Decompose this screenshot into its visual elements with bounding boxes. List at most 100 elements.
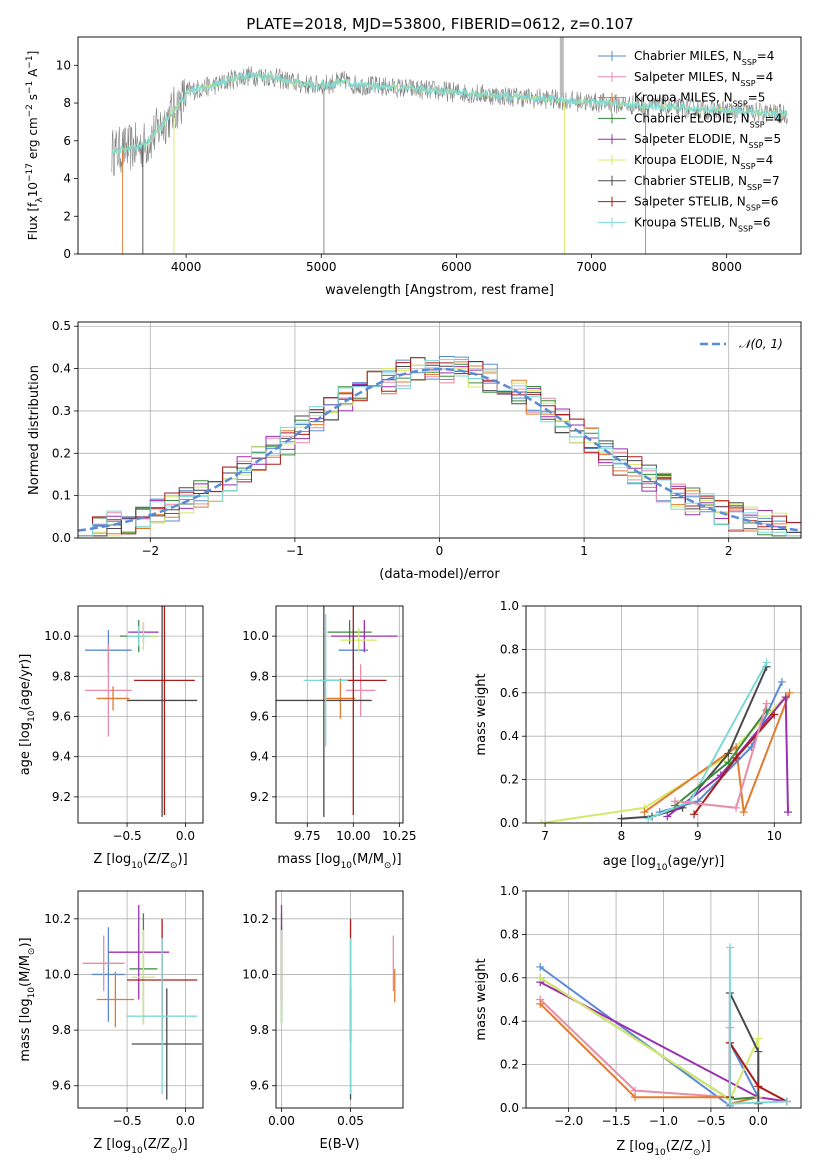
y-tick-label: 10.0	[44, 967, 71, 981]
y-tick-label: 9.6	[250, 1079, 269, 1093]
legend-text-end: =6	[761, 195, 779, 209]
x-tick-label: 5000	[306, 260, 337, 274]
series-marker-kroupa_stelib	[762, 658, 771, 667]
label-part-ylabel_sup1: −17	[25, 163, 35, 182]
histogram-step-chabrier_stelib	[78, 357, 801, 538]
series-marker-salpeter_stelib	[732, 753, 741, 762]
legend-sub: SSP	[742, 58, 757, 67]
y-tick-label: 9.6	[250, 710, 269, 724]
spectrum-panel: 4000 5000 6000 7000 8000 0 2 4 6 8 10 wavelength [A…	[25, 36, 802, 298]
series-marker-salpeter_elodie	[781, 693, 790, 702]
label-part-xlabel_sub2: ⊙	[693, 1148, 701, 1158]
label-part-ylabel_unit2: s	[26, 94, 40, 104]
y-tick-label: 0.3	[52, 404, 71, 418]
label-part-ylabel_sup4: −1	[25, 55, 35, 68]
y-tick-label: 0.2	[500, 773, 519, 787]
series-line-kroupa_miles	[643, 692, 791, 813]
axes-frame	[525, 605, 802, 824]
y-tick-label: 10.0	[242, 967, 269, 981]
x-tick-label: −1	[286, 544, 304, 558]
x-axis-label: Z [log10(Z/Z⊙)]	[93, 1137, 187, 1156]
label-part-xlabel_sub2: ⊙	[170, 861, 178, 871]
label-part-ylabel_sub: 10	[27, 987, 37, 999]
y-tick-label: 1.0	[500, 599, 519, 613]
label-part-xlabel_end: )]	[701, 1139, 711, 1154]
legend-text: Salpeter ELODIE, N	[634, 132, 748, 146]
label-part-xlabel_mid: (Z/Z	[143, 1137, 170, 1152]
plot-area	[82, 904, 202, 1100]
x-tick-label: 8000	[711, 260, 742, 274]
label-part-xlabel: Z [log	[93, 852, 131, 867]
x-tick-label: 7000	[576, 260, 607, 274]
legend-text: Chabrier MILES, N	[634, 49, 742, 63]
series-marker-salpeter_stelib	[754, 1082, 763, 1091]
y-tick-label: 1.0	[500, 884, 519, 898]
series-marker-salpeter_elodie	[663, 812, 672, 821]
x-tick-label: 9	[694, 829, 702, 843]
x-axis-label: wavelength [Angstrom, rest frame]	[325, 283, 554, 298]
residual-histogram-panel: −2 −1 0 1 2 0.0 0.1 0.2 0.3 0.4 0.5 𝒩(0, 1) (data-mo…	[27, 319, 802, 582]
legend-text: Kroupa STELIB, N	[634, 215, 738, 229]
legend-text: Chabrier STELIB, N	[634, 174, 747, 188]
label-part-xlabel_sub: 10	[341, 861, 353, 871]
y-tick-label: 0.4	[500, 1014, 519, 1028]
legend-entry: Kroupa ELODIE, NSSP=4	[634, 153, 773, 171]
x-axis-label: Z [log10(Z/Z⊙)]	[93, 852, 187, 871]
series-marker-kroupa_miles	[739, 808, 748, 817]
plot-area	[536, 943, 791, 1108]
y-tick-label: 0.6	[500, 686, 519, 700]
label-part-xlabel_sub2: ⊙	[170, 1146, 178, 1156]
label-part-xlabel_mid: (M/M	[352, 852, 384, 867]
x-tick-label: 10.25	[382, 829, 416, 843]
x-tick-label: 9.75	[294, 829, 321, 843]
label-part-ylabel_sub: λ	[35, 197, 45, 203]
legend-text-end: =4	[756, 70, 774, 84]
legend-sub: SSP	[750, 120, 765, 129]
legend-entry: Chabrier MILES, NSSP=4	[634, 49, 774, 67]
label-part-ylabel_end: (age/yr)]	[18, 654, 33, 711]
label-part-ylabel: age [log	[18, 722, 33, 775]
y-tick-label: 0.4	[500, 729, 519, 743]
legend-entry: Salpeter STELIB, NSSP=6	[634, 195, 778, 213]
legend-entry: Kroupa STELIB, NSSP=6	[634, 215, 771, 233]
y-tick-label: 0	[63, 247, 71, 261]
label-part-ylabel_sup3: −1	[25, 81, 35, 94]
plot-area	[85, 606, 198, 817]
y-tick-label: 10.0	[242, 629, 269, 643]
legend-text: Kroupa MILES, N	[634, 91, 733, 105]
y-tick-label: 0.8	[500, 642, 519, 656]
y-tick-label: 9.4	[250, 750, 269, 764]
legend-text: Salpeter MILES, N	[634, 70, 741, 84]
axes-frame	[77, 321, 802, 539]
x-tick-label: 8	[618, 829, 626, 843]
series-marker-salpeter_miles	[762, 699, 771, 708]
plot-area	[78, 356, 801, 538]
y-tick-label: 10.0	[44, 629, 71, 643]
histogram-step-kroupa_stelib	[78, 359, 801, 538]
series-marker-kroupa_stelib	[644, 814, 653, 823]
x-tick-label: 2	[725, 544, 733, 558]
axes-frame	[525, 890, 802, 1109]
legend-sub: SSP	[746, 203, 761, 212]
label-part-xlabel_mid: (Z/Z	[666, 1139, 693, 1154]
x-tick-label: −1.5	[602, 1114, 631, 1128]
x-tick-label: −1.0	[649, 1114, 678, 1128]
y-tick-label: 9.2	[250, 790, 269, 804]
label-part-xlabel: Z [log	[93, 1137, 131, 1152]
y-tick-label: 9.2	[52, 790, 71, 804]
model-spectrum-stelib-line	[111, 71, 788, 156]
label-part-xlabel_end: )]	[391, 852, 401, 867]
legend-entry: Kroupa MILES, NSSP=5	[634, 91, 765, 109]
y-axis-label: mass [log10(M/M⊙)]	[18, 937, 37, 1061]
x-tick-label: 0.0	[176, 829, 195, 843]
label-part-xlabel_sub: 10	[131, 1146, 143, 1156]
x-axis-label: E(B-V)	[319, 1137, 359, 1152]
label-part-xlabel_mid: (Z/Z	[143, 852, 170, 867]
legend-text-end: =5	[763, 132, 781, 146]
legend-sub: SSP	[738, 224, 753, 233]
x-tick-label: 0.0	[749, 1114, 768, 1128]
x-axis-label: (data-model)/error	[379, 567, 500, 582]
series-marker-chabrier_elodie	[724, 758, 733, 767]
